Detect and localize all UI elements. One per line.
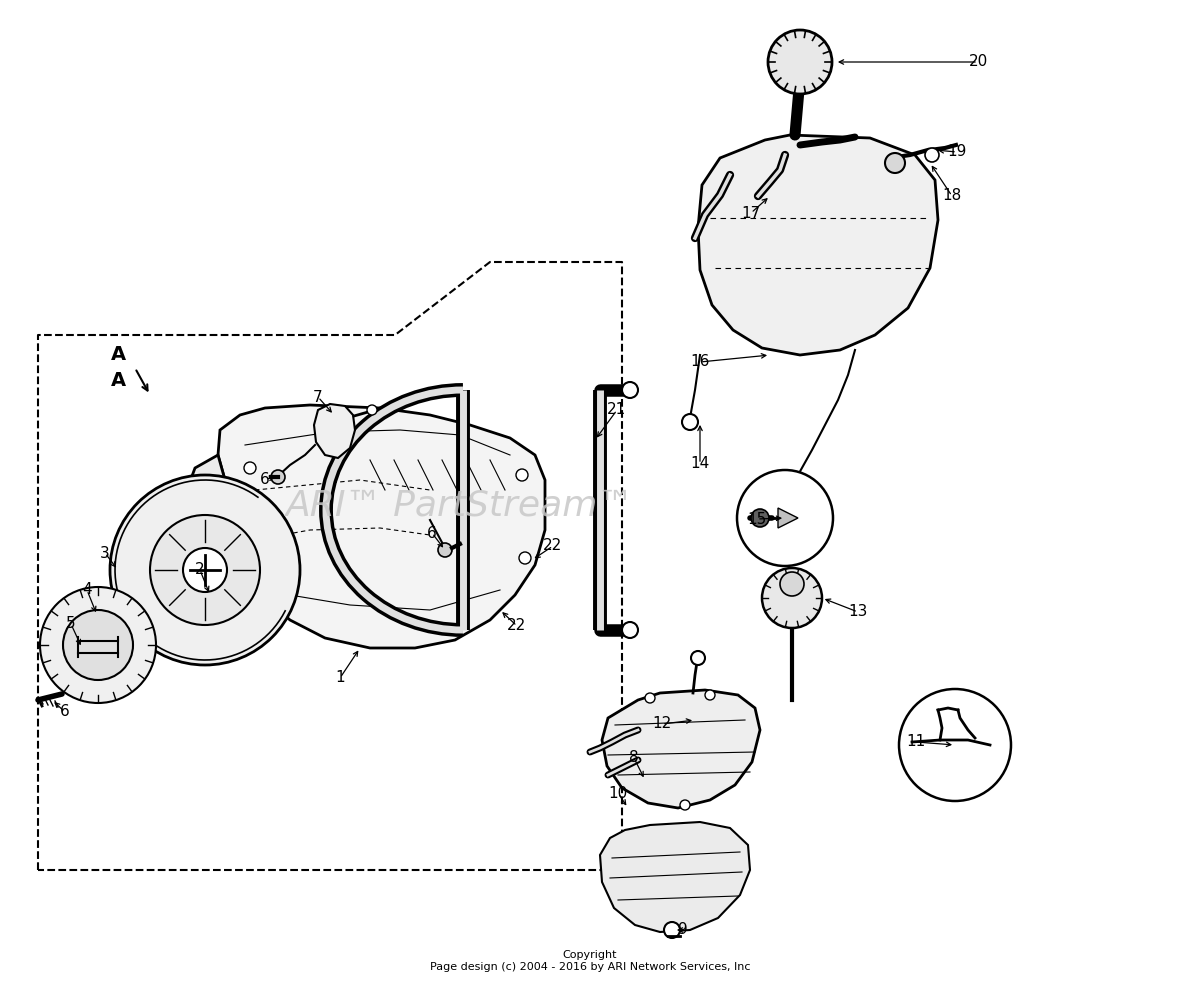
Polygon shape bbox=[602, 690, 760, 808]
Text: A: A bbox=[111, 372, 125, 390]
Circle shape bbox=[704, 690, 715, 700]
Circle shape bbox=[762, 568, 822, 628]
Text: 22: 22 bbox=[507, 618, 526, 633]
Polygon shape bbox=[778, 508, 798, 528]
Text: 22: 22 bbox=[543, 539, 563, 553]
Circle shape bbox=[519, 552, 531, 564]
Text: 13: 13 bbox=[848, 605, 867, 619]
Text: 10: 10 bbox=[609, 785, 628, 800]
Text: 6: 6 bbox=[427, 526, 437, 541]
Circle shape bbox=[367, 405, 376, 415]
Text: 15: 15 bbox=[747, 511, 767, 527]
Text: 18: 18 bbox=[943, 189, 962, 203]
Circle shape bbox=[885, 153, 905, 173]
Text: 19: 19 bbox=[948, 145, 966, 159]
Circle shape bbox=[899, 689, 1011, 801]
Text: 17: 17 bbox=[741, 205, 761, 220]
Text: 14: 14 bbox=[690, 456, 709, 472]
Circle shape bbox=[691, 651, 704, 665]
Polygon shape bbox=[314, 404, 355, 458]
Circle shape bbox=[750, 509, 769, 527]
Circle shape bbox=[780, 572, 804, 596]
Text: 4: 4 bbox=[83, 583, 92, 598]
Circle shape bbox=[63, 610, 133, 680]
Text: 16: 16 bbox=[690, 355, 709, 370]
Text: ARI™ PartStream™: ARI™ PartStream™ bbox=[286, 488, 635, 522]
Circle shape bbox=[664, 922, 680, 938]
Text: 11: 11 bbox=[906, 734, 925, 749]
Text: 12: 12 bbox=[653, 717, 671, 731]
Text: 1: 1 bbox=[335, 670, 345, 685]
Polygon shape bbox=[699, 135, 938, 355]
Circle shape bbox=[738, 470, 833, 566]
Circle shape bbox=[40, 587, 156, 703]
Text: 3: 3 bbox=[100, 546, 110, 560]
Text: 9: 9 bbox=[678, 922, 688, 938]
Circle shape bbox=[516, 469, 527, 481]
Circle shape bbox=[680, 800, 690, 810]
Text: A: A bbox=[111, 345, 125, 365]
Text: 7: 7 bbox=[313, 389, 323, 404]
Text: 2: 2 bbox=[195, 562, 205, 577]
Circle shape bbox=[438, 543, 452, 557]
Text: 5: 5 bbox=[66, 616, 76, 631]
Text: 21: 21 bbox=[608, 402, 627, 418]
Polygon shape bbox=[599, 822, 750, 932]
Circle shape bbox=[244, 462, 256, 474]
Text: 6: 6 bbox=[60, 705, 70, 720]
Text: 6: 6 bbox=[260, 472, 270, 487]
Text: Copyright
Page design (c) 2004 - 2016 by ARI Network Services, Inc: Copyright Page design (c) 2004 - 2016 by… bbox=[430, 951, 750, 972]
Text: 8: 8 bbox=[629, 750, 638, 766]
Circle shape bbox=[768, 30, 832, 94]
Circle shape bbox=[645, 693, 655, 703]
Circle shape bbox=[271, 470, 286, 484]
Circle shape bbox=[622, 622, 638, 638]
Circle shape bbox=[925, 148, 939, 162]
Circle shape bbox=[110, 475, 300, 665]
Polygon shape bbox=[218, 405, 545, 648]
Circle shape bbox=[150, 515, 260, 625]
Circle shape bbox=[242, 552, 254, 564]
Circle shape bbox=[622, 382, 638, 398]
Circle shape bbox=[682, 414, 699, 430]
Text: 20: 20 bbox=[969, 54, 988, 70]
Polygon shape bbox=[183, 455, 266, 615]
Circle shape bbox=[183, 548, 227, 592]
